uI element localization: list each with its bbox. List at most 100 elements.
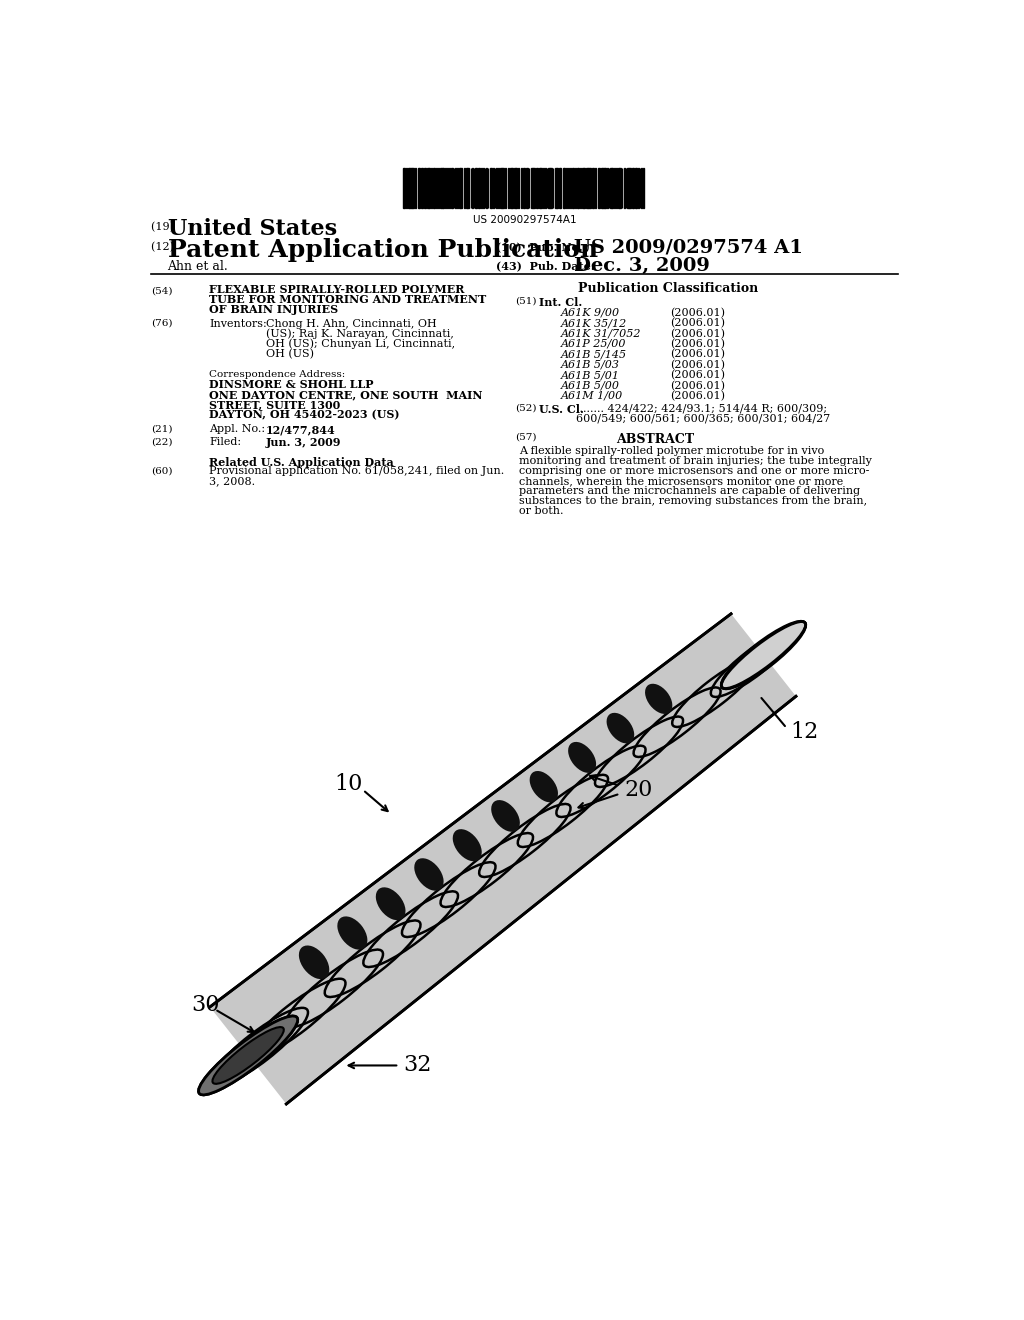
Text: STREET, SUITE 1300: STREET, SUITE 1300 (209, 400, 341, 411)
Text: TUBE FOR MONITORING AND TREATMENT: TUBE FOR MONITORING AND TREATMENT (209, 294, 486, 305)
Text: A61B 5/03: A61B 5/03 (560, 360, 620, 370)
Bar (510, 168, 512, 207)
Bar (610, 168, 611, 207)
Text: 10: 10 (335, 772, 364, 795)
Text: Publication Classification: Publication Classification (578, 281, 758, 294)
Bar (475, 168, 477, 207)
Text: A61P 25/00: A61P 25/00 (560, 339, 626, 348)
Text: (52): (52) (515, 404, 537, 413)
Text: Jun. 3, 2009: Jun. 3, 2009 (266, 437, 341, 449)
Bar (498, 168, 500, 207)
Ellipse shape (529, 771, 558, 803)
Bar (457, 168, 458, 207)
Ellipse shape (453, 829, 481, 861)
Bar (531, 168, 532, 207)
Text: A61B 5/145: A61B 5/145 (560, 350, 627, 359)
Bar (602, 168, 604, 207)
Text: 3, 2008.: 3, 2008. (209, 477, 256, 486)
Bar (435, 168, 437, 207)
Text: 20: 20 (624, 779, 652, 801)
Text: OH (US): OH (US) (266, 348, 314, 359)
Text: (2006.01): (2006.01) (671, 308, 725, 318)
Text: or both.: or both. (519, 506, 564, 516)
Bar (432, 168, 435, 207)
Bar (643, 168, 644, 207)
Bar (461, 168, 462, 207)
Text: (2006.01): (2006.01) (671, 318, 725, 329)
Text: 600/549; 600/561; 600/365; 600/301; 604/27: 600/549; 600/561; 600/365; 600/301; 604/… (575, 413, 830, 424)
Text: FLEXABLE SPIRALLY-ROLLED POLYMER: FLEXABLE SPIRALLY-ROLLED POLYMER (209, 284, 465, 294)
Bar (421, 168, 423, 207)
Text: (2006.01): (2006.01) (671, 370, 725, 380)
Ellipse shape (721, 622, 806, 689)
Text: U.S. Cl.: U.S. Cl. (539, 404, 584, 414)
Text: (US); Raj K. Narayan, Cincinnati,: (US); Raj K. Narayan, Cincinnati, (266, 329, 454, 339)
Bar (424, 168, 426, 207)
Text: parameters and the microchannels are capable of delivering: parameters and the microchannels are cap… (519, 486, 860, 496)
Ellipse shape (645, 684, 673, 714)
Bar (580, 168, 582, 207)
Bar (440, 168, 442, 207)
Bar (525, 168, 528, 207)
Bar (413, 168, 414, 207)
Bar (595, 168, 596, 207)
Bar (548, 168, 550, 207)
Text: OH (US); Chunyan Li, Cincinnati,: OH (US); Chunyan Li, Cincinnati, (266, 339, 455, 350)
Bar (550, 168, 552, 207)
Bar (514, 168, 515, 207)
Text: ........ 424/422; 424/93.1; 514/44 R; 600/309;: ........ 424/422; 424/93.1; 514/44 R; 60… (575, 404, 827, 413)
Text: monitoring and treatment of brain injuries; the tube integrally: monitoring and treatment of brain injuri… (519, 455, 872, 466)
Bar (477, 168, 480, 207)
Text: (51): (51) (515, 297, 537, 306)
Text: A61K 35/12: A61K 35/12 (560, 318, 627, 329)
Text: A61K 9/00: A61K 9/00 (560, 308, 620, 318)
Bar (489, 168, 493, 207)
Text: (22): (22) (152, 437, 173, 446)
Text: Related U.S. Application Data: Related U.S. Application Data (209, 457, 394, 469)
Bar (518, 168, 519, 207)
Text: (2006.01): (2006.01) (671, 329, 725, 339)
Text: channels, wherein the microsensors monitor one or more: channels, wherein the microsensors monit… (519, 477, 844, 486)
Bar (500, 168, 502, 207)
Bar (589, 168, 591, 207)
Bar (410, 168, 412, 207)
Text: (57): (57) (515, 433, 537, 442)
Text: A flexible spirally-rolled polymer microtube for in vivo: A flexible spirally-rolled polymer micro… (519, 446, 824, 455)
Text: United States: United States (168, 218, 337, 240)
Bar (572, 168, 573, 207)
Text: A61K 31/7052: A61K 31/7052 (560, 329, 641, 338)
Bar (566, 168, 567, 207)
Bar (480, 168, 482, 207)
Bar (464, 168, 465, 207)
Ellipse shape (212, 1027, 284, 1084)
Ellipse shape (721, 622, 806, 689)
Text: (43)  Pub. Date:: (43) Pub. Date: (496, 260, 595, 271)
Bar (467, 168, 469, 207)
Bar (630, 168, 631, 207)
Text: (12): (12) (152, 242, 178, 252)
Ellipse shape (415, 858, 443, 891)
Text: DAYTON, OH 45402-2023 (US): DAYTON, OH 45402-2023 (US) (209, 409, 400, 420)
Bar (427, 168, 429, 207)
Bar (536, 168, 538, 207)
Text: US 20090297574A1: US 20090297574A1 (473, 215, 577, 226)
Text: Filed:: Filed: (209, 437, 242, 447)
Bar (583, 168, 584, 207)
Bar (503, 168, 504, 207)
Text: (76): (76) (152, 318, 173, 327)
Text: (2006.01): (2006.01) (671, 360, 725, 370)
Text: 30: 30 (191, 994, 220, 1016)
Bar (446, 168, 449, 207)
Text: Ahn et al.: Ahn et al. (168, 260, 228, 273)
Bar (541, 168, 542, 207)
Ellipse shape (568, 742, 596, 774)
Text: DINSMORE & SHOHL LLP: DINSMORE & SHOHL LLP (209, 379, 374, 391)
Text: Inventors:: Inventors: (209, 318, 267, 329)
Ellipse shape (337, 916, 368, 949)
Text: Int. Cl.: Int. Cl. (539, 297, 582, 308)
Bar (620, 168, 621, 207)
Ellipse shape (199, 1016, 298, 1094)
Ellipse shape (212, 1027, 284, 1084)
Bar (403, 168, 406, 207)
Text: 12/477,844: 12/477,844 (266, 424, 336, 436)
